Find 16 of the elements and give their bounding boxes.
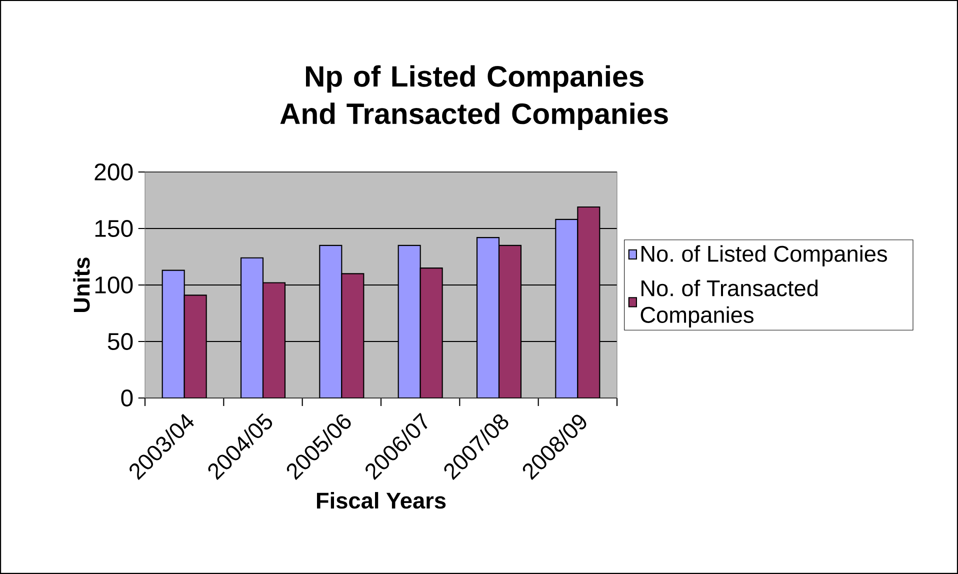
bar [398,244,421,398]
legend-label: No. of Transacted Companies [640,280,818,328]
bar [162,270,185,398]
bar [319,244,342,398]
y-tick-label: 200 [94,163,133,180]
y-axis-title: Units [73,258,90,312]
y-tick-label: 50 [108,332,133,350]
y-tick-label: 0 [121,389,133,406]
bar [240,257,264,398]
x-axis-title: Fiscal Years [317,492,446,509]
legend-label: No. of Listed Companies [642,245,887,266]
y-tick-label: 100 [95,276,133,294]
chart-title: Np of Listed Companies And Transacted Companies [280,65,668,130]
bar [555,218,578,398]
y-tick-label: 150 [95,220,133,237]
bar [476,237,500,398]
